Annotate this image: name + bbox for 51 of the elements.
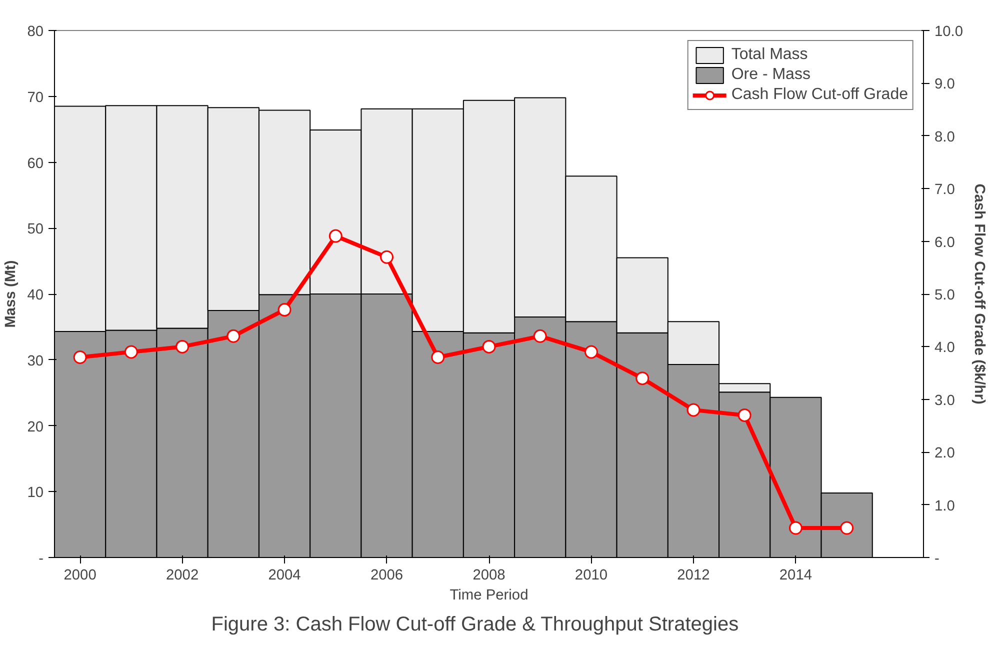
y-tick-label: 60 <box>27 156 44 172</box>
point <box>431 350 445 364</box>
y2-tick-label: 10.0 <box>934 24 964 40</box>
y-tick-label: 70 <box>27 90 44 106</box>
x-tick-label: 2004 <box>268 568 301 584</box>
point <box>73 350 87 364</box>
y-tick-label: 40 <box>27 288 44 304</box>
x-tick-label: 2002 <box>166 568 199 584</box>
y2-tick-label: 5.0 <box>934 288 955 304</box>
point <box>738 408 752 422</box>
x-tick-label: 2000 <box>64 568 96 584</box>
x-tick-label: 2012 <box>677 568 710 584</box>
point <box>788 521 802 535</box>
y2-tick-label: 9.0 <box>934 76 955 93</box>
x-tick-label: 2006 <box>370 568 404 584</box>
x-axis-title: Time Period <box>450 588 528 604</box>
y2-tick-label: 3.0 <box>934 392 955 409</box>
legend-label: Ore - Mass <box>731 66 810 84</box>
y-tick-label: 10 <box>27 485 44 502</box>
point <box>226 329 240 343</box>
y-tick-label: 80 <box>27 24 44 40</box>
point <box>840 521 854 535</box>
y2-tick-label: 7.0 <box>934 182 955 198</box>
y2-axis-title: Cash Flow Cut-off Grade ($k/hr) <box>971 184 988 404</box>
y2-tick-label: 4.0 <box>934 340 955 356</box>
y-tick-label: - <box>38 551 44 567</box>
y-tick-label: 20 <box>27 419 44 436</box>
y2-tick-label: 8.0 <box>934 129 955 146</box>
y2-tick-label: 1.0 <box>934 498 955 514</box>
x-tick-label: 2008 <box>472 568 506 584</box>
point <box>380 250 394 264</box>
text: Figure 3: Cash Flow Cut-off Grade & Throughput Strategies <box>211 614 739 636</box>
legend-label: Total Mass <box>731 46 808 64</box>
point <box>176 340 190 354</box>
point <box>533 329 547 343</box>
x-tick-label: 2014 <box>779 568 812 584</box>
y-tick-label: 50 <box>27 222 44 238</box>
y2-tick-label: 2.0 <box>934 446 955 462</box>
y2-tick-label: 6.0 <box>934 234 955 251</box>
point <box>328 229 342 243</box>
point <box>482 340 496 354</box>
point <box>124 345 138 359</box>
x-tick-label: 2010 <box>574 568 608 584</box>
point <box>278 303 292 317</box>
y-axis-title: Mass (Mt) <box>3 260 20 328</box>
point <box>584 345 598 359</box>
point <box>686 403 700 417</box>
y-tick-label: 30 <box>27 353 44 370</box>
y2-tick-label: - <box>934 551 940 567</box>
point <box>636 372 650 386</box>
legend-label: Cash Flow Cut-off Grade <box>731 86 908 104</box>
